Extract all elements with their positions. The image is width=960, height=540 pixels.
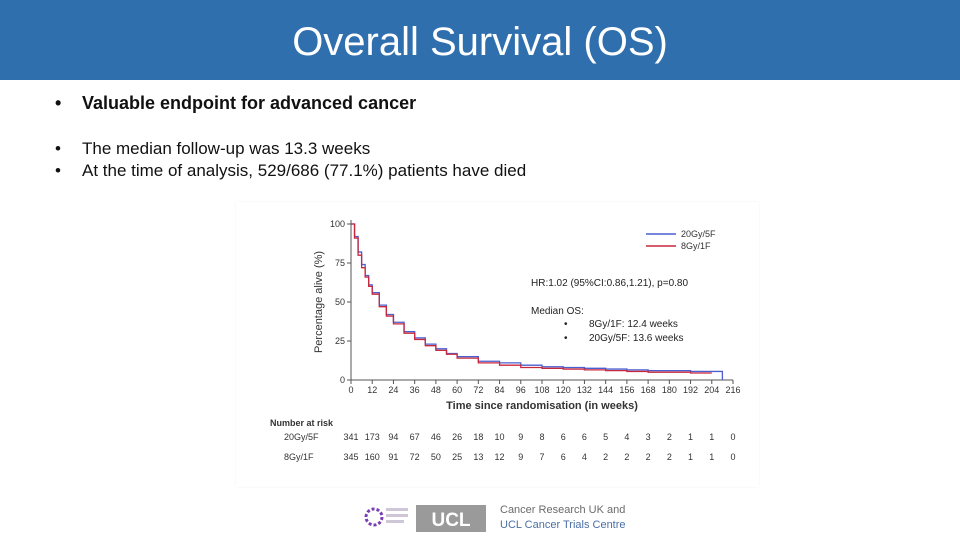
risk-value: 13 [473, 452, 483, 462]
risk-row-label: 20Gy/5F [284, 432, 319, 442]
x-tick-label: 108 [534, 385, 549, 395]
y-tick-label: 50 [335, 297, 345, 307]
median-os-item: 8Gy/1F: 12.4 weeks [589, 319, 678, 330]
km-chart-card: 0 25 50 75 100 0 12 24 36 48 60 72 84 96 108 120 132 144 1… [236, 202, 759, 487]
risk-value: 50 [431, 452, 441, 462]
x-tick-label: 0 [348, 385, 353, 395]
risk-value: 2 [667, 452, 672, 462]
footer-logo-line-2: UCL Cancer Trials Centre [500, 519, 626, 531]
x-tick-label: 156 [619, 385, 634, 395]
median-os-item: 20Gy/5F: 13.6 weeks [589, 333, 684, 344]
risk-value: 2 [603, 452, 608, 462]
risk-row-label: 8Gy/1F [284, 452, 314, 462]
risk-value: 0 [730, 432, 735, 442]
risk-value: 341 [343, 432, 358, 442]
x-tick-label: 96 [516, 385, 526, 395]
y-tick-label: 100 [330, 219, 345, 229]
x-tick-label: 216 [725, 385, 740, 395]
risk-value: 18 [473, 432, 483, 442]
risk-value: 4 [624, 432, 629, 442]
risk-value: 12 [495, 452, 505, 462]
median-os-title: Median OS: [531, 306, 584, 317]
slide-title-bar: Overall Survival (OS) [0, 0, 960, 80]
series-line-20gy-5f [351, 223, 724, 380]
x-tick-label: 180 [662, 385, 677, 395]
risk-value: 9 [518, 432, 523, 442]
series-line-8gy-1f [351, 223, 712, 374]
risk-value: 8 [539, 432, 544, 442]
logo-text-placeholder [386, 520, 404, 523]
risk-value: 46 [431, 432, 441, 442]
risk-value: 91 [388, 452, 398, 462]
y-tick-label: 25 [335, 336, 345, 346]
legend-label: 8Gy/1F [681, 241, 711, 251]
footer-logos: UCL Cancer Research UK and UCL Cancer Tr… [364, 504, 626, 532]
risk-value: 2 [646, 452, 651, 462]
risk-table-title: Number at risk [270, 418, 334, 428]
bullet-item: Valuable endpoint for advanced cancer [55, 92, 855, 114]
slide-title: Overall Survival (OS) [292, 20, 668, 64]
logo-text-placeholder [386, 514, 408, 517]
hr-annotation: HR:1.02 (95%CI:0.86,1.21), p=0.80 [531, 278, 688, 289]
risk-value: 6 [582, 432, 587, 442]
x-axis-label: Time since randomisation (in weeks) [446, 400, 638, 412]
x-tick-label: 84 [495, 385, 505, 395]
risk-value: 7 [539, 452, 544, 462]
risk-value: 160 [365, 452, 380, 462]
bullet-list: Valuable endpoint for advanced cancer Th… [55, 92, 855, 182]
risk-value: 72 [410, 452, 420, 462]
ucl-logo-text: UCL [431, 510, 470, 531]
risk-value: 26 [452, 432, 462, 442]
risk-value: 10 [495, 432, 505, 442]
logo-text-placeholder [386, 508, 408, 511]
bullet-item: The median follow-up was 13.3 weeks [55, 138, 855, 160]
risk-value: 2 [667, 432, 672, 442]
legend-label: 20Gy/5F [681, 229, 716, 239]
x-tick-label: 144 [598, 385, 613, 395]
x-tick-label: 132 [577, 385, 592, 395]
risk-value: 345 [343, 452, 358, 462]
crukmanchester-logo [364, 507, 408, 527]
x-tick-label: 168 [641, 385, 656, 395]
risk-value: 1 [709, 432, 714, 442]
x-tick-label: 48 [431, 385, 441, 395]
risk-value: 1 [709, 452, 714, 462]
x-tick-label: 36 [410, 385, 420, 395]
risk-value: 9 [518, 452, 523, 462]
risk-value: 0 [730, 452, 735, 462]
y-axis-label: Percentage alive (%) [313, 251, 325, 353]
risk-value: 6 [561, 432, 566, 442]
risk-value: 67 [410, 432, 420, 442]
risk-value: 5 [603, 432, 608, 442]
ucl-logo-box [416, 505, 486, 532]
x-tick-label: 72 [473, 385, 483, 395]
logo-mark-icon [364, 507, 384, 527]
risk-value: 4 [582, 452, 587, 462]
risk-value: 3 [646, 432, 651, 442]
footer-logo-line-1: Cancer Research UK and [500, 504, 625, 516]
risk-value: 94 [388, 432, 398, 442]
x-tick-label: 204 [704, 385, 719, 395]
x-tick-label: 12 [367, 385, 377, 395]
y-tick-label: 75 [335, 258, 345, 268]
risk-value: 6 [561, 452, 566, 462]
bullet-item: At the time of analysis, 529/686 (77.1%)… [55, 160, 855, 182]
median-bullet: • [564, 333, 568, 344]
risk-value: 2 [624, 452, 629, 462]
risk-value: 1 [688, 452, 693, 462]
risk-value: 1 [688, 432, 693, 442]
x-tick-label: 24 [388, 385, 398, 395]
y-tick-label: 0 [340, 375, 345, 385]
x-tick-label: 192 [683, 385, 698, 395]
x-tick-label: 60 [452, 385, 462, 395]
median-bullet: • [564, 319, 568, 330]
risk-value: 25 [452, 452, 462, 462]
risk-value: 173 [365, 432, 380, 442]
x-tick-label: 120 [556, 385, 571, 395]
